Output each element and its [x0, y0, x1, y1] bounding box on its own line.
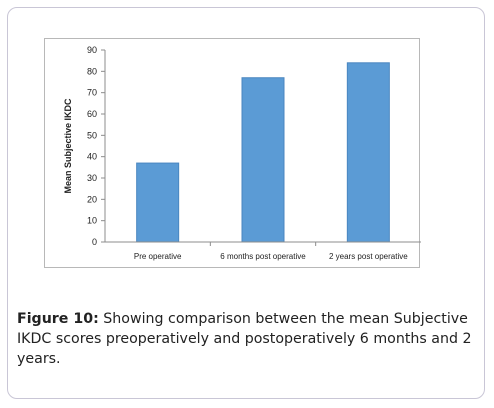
y-tick-label: 0	[92, 237, 97, 247]
x-tick-label: 6 months post operative	[220, 252, 306, 261]
y-tick-label: 30	[87, 173, 97, 183]
figure-caption: Figure 10: Showing comparison between th…	[17, 309, 479, 369]
y-tick-label: 40	[87, 152, 97, 162]
y-tick-label: 50	[87, 130, 97, 140]
y-axis-label: Mean Subjective IKDC	[63, 98, 73, 194]
bar	[136, 162, 180, 243]
caption-text: Showing comparison between the mean Subj…	[17, 311, 472, 367]
bar	[241, 77, 285, 243]
x-tick-label: 2 years post operative	[329, 252, 408, 261]
x-tick-label: Pre operative	[134, 252, 182, 261]
bar	[346, 62, 390, 243]
figure-label: Figure 10:	[17, 311, 99, 327]
y-tick-label: 90	[87, 45, 97, 55]
y-tick-label: 10	[87, 216, 97, 226]
bar-chart: 0 10 20 30 40 50 60 70 80 90 Pre operative 6 month…	[63, 45, 421, 261]
y-tick-label: 70	[87, 88, 97, 98]
chart-area: 0 10 20 30 40 50 60 70 80 90 Pre operative 6 month…	[44, 38, 421, 268]
y-tick-label: 20	[87, 194, 97, 204]
y-tick-label: 60	[87, 109, 97, 119]
y-tick-label: 80	[87, 66, 97, 76]
